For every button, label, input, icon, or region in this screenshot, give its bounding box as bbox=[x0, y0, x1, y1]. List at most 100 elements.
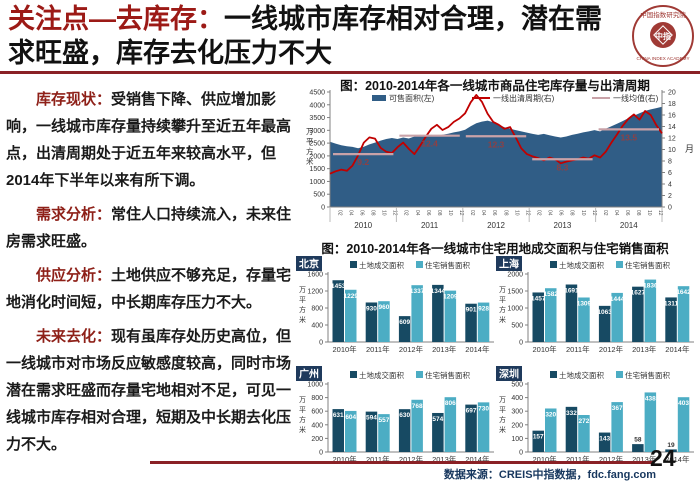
land-bar bbox=[532, 292, 544, 342]
right-axis-tick: 0 bbox=[668, 205, 672, 212]
category-label: 2011年 bbox=[366, 454, 390, 464]
legend-area-swatch bbox=[372, 95, 386, 101]
category-label: 2014年 bbox=[465, 344, 490, 354]
title-rest: 一线城市库存相对合理，潜在需求旺盛，库存去化压力不大 bbox=[8, 4, 602, 68]
category-label: 2010年 bbox=[333, 454, 358, 464]
month-tick: 02 bbox=[602, 210, 608, 216]
month-tick: 08 bbox=[502, 210, 508, 216]
y-axis-tick: 200 bbox=[311, 436, 323, 443]
city-chart-beijing: 北京 土地成交面积 住宅销售面积 0 400 800 1200 1600 万平方米 1453 122… bbox=[296, 250, 500, 365]
y-axis-tick: 1600 bbox=[307, 272, 323, 279]
left-axis-tick: 1500 bbox=[309, 166, 325, 173]
month-tick: 02 bbox=[336, 210, 342, 216]
legend-sales-swatch bbox=[616, 261, 623, 268]
sales-bar bbox=[444, 397, 457, 452]
land-bar bbox=[365, 411, 378, 452]
legend-land-label: 土地成交面积 bbox=[559, 260, 604, 270]
month-tick: 12 bbox=[524, 210, 530, 216]
category-label: 2014年 bbox=[665, 454, 690, 464]
month-tick: 08 bbox=[436, 210, 442, 216]
bar-value-label: 1209 bbox=[443, 294, 458, 301]
month-tick: 04 bbox=[613, 210, 619, 216]
clearing-period-series bbox=[329, 94, 663, 175]
city-badge-label: 深圳 bbox=[499, 368, 519, 381]
y-axis-tick: 400 bbox=[511, 395, 523, 402]
month-tick: 08 bbox=[370, 210, 376, 216]
category-label: 2012年 bbox=[399, 344, 424, 354]
china-index-academy-logo: 中国指数研究院 中指 CHINA INDEX ACADEMY bbox=[632, 5, 694, 67]
avg-segment-label: 8.3 bbox=[556, 162, 568, 172]
right-axis-tick: 8 bbox=[668, 159, 672, 166]
bar-value-label: 901 bbox=[466, 307, 477, 314]
category-label: 2014年 bbox=[465, 454, 490, 464]
legend-sales-label: 住宅销售面积 bbox=[425, 370, 470, 380]
month-tick: 12 bbox=[657, 210, 663, 216]
footer-divider bbox=[150, 461, 653, 464]
paragraph-heading: 库存现状： bbox=[36, 91, 112, 108]
y-axis-tick: 1000 bbox=[307, 382, 323, 389]
bar-value-label: 438 bbox=[645, 395, 656, 402]
y-axis-tick: 500 bbox=[511, 323, 523, 330]
bar-value-label: 367 bbox=[612, 405, 623, 412]
land-bar bbox=[398, 409, 411, 452]
avg-segment-label: 12.3 bbox=[488, 139, 505, 149]
inventory-clearing-chart: 可售面积(左) 一线出清周期(右) 一线均值(右)05001000150020002… bbox=[306, 90, 694, 231]
page-title: 关注点—去库存：一线城市库存相对合理，潜在需求旺盛，库存去化压力不大 bbox=[8, 2, 620, 70]
y-axis-unit: 平 bbox=[299, 296, 306, 304]
land-bar bbox=[398, 316, 411, 342]
paragraph-body: 现有虽库存处历史高位，但一线城市对市场反应敏感度较高，同时市场潜在需求旺盛而存量… bbox=[6, 328, 292, 453]
right-axis-tick: 14 bbox=[668, 124, 676, 131]
left-axis-tick: 1000 bbox=[309, 179, 325, 186]
y-axis-unit: 米 bbox=[499, 315, 506, 324]
month-tick: 12 bbox=[591, 210, 597, 216]
sellable-area-series bbox=[330, 106, 662, 207]
bar-value-label: 1691 bbox=[564, 288, 579, 295]
sales-bar bbox=[477, 402, 490, 452]
month-tick: 06 bbox=[358, 210, 364, 216]
month-tick: 06 bbox=[425, 210, 431, 216]
city-badge bbox=[496, 366, 522, 381]
bar-value-label: 19 bbox=[667, 442, 675, 449]
sales-bar bbox=[545, 288, 557, 342]
legend-sales-label: 住宅销售面积 bbox=[425, 260, 470, 270]
legend-sales-swatch bbox=[416, 371, 423, 378]
month-tick: 10 bbox=[447, 210, 453, 216]
right-axis-tick: 2 bbox=[668, 193, 672, 200]
year-tick: 2012 bbox=[487, 221, 505, 230]
left-axis-tick: 2500 bbox=[309, 141, 325, 148]
title-highlight: 关注点—去库存： bbox=[8, 4, 224, 34]
left-axis-unit: 方 bbox=[306, 146, 314, 156]
y-axis-unit: 平 bbox=[499, 406, 506, 414]
bar-value-label: 1457 bbox=[531, 295, 546, 302]
category-label: 2011年 bbox=[566, 454, 590, 464]
bar-value-label: 630 bbox=[399, 412, 410, 419]
land-bar bbox=[665, 297, 677, 342]
category-label: 2013年 bbox=[432, 344, 457, 354]
bar-value-label: 1453 bbox=[331, 283, 346, 290]
analysis-paragraph: 供应分析：土地供应不够充足，存量宅地消化时间短，中长期库存压力不大。 bbox=[6, 262, 298, 316]
paragraph-heading: 供应分析： bbox=[36, 267, 112, 284]
bar-value-label: 157 bbox=[533, 434, 544, 441]
page-number: 24 bbox=[650, 445, 676, 471]
legend-land-swatch bbox=[550, 371, 557, 378]
sales-bar bbox=[411, 399, 423, 452]
left-axis-tick: 0 bbox=[321, 205, 325, 212]
right-axis-tick: 10 bbox=[668, 147, 676, 154]
bar-value-label: 557 bbox=[379, 417, 390, 424]
bar-value-label: 403 bbox=[678, 400, 689, 407]
logo-org-en: CHINA INDEX ACADEMY bbox=[636, 56, 689, 61]
land-bar bbox=[598, 432, 611, 452]
month-tick: 10 bbox=[513, 210, 519, 216]
category-label: 2012年 bbox=[399, 454, 424, 464]
inventory-chart-title: 图：2010-2014年各一线城市商品住宅库存量与出清周期 bbox=[340, 79, 650, 93]
land-bar bbox=[432, 284, 444, 342]
bar-value-label: 930 bbox=[366, 305, 377, 312]
month-tick: 10 bbox=[381, 210, 387, 216]
y-axis-tick: 0 bbox=[519, 450, 523, 457]
right-axis-tick: 6 bbox=[668, 170, 672, 177]
bar-value-label: 1444 bbox=[610, 296, 625, 303]
bar-value-label: 332 bbox=[566, 410, 577, 417]
legend-land-label: 土地成交面积 bbox=[359, 260, 404, 270]
category-label: 2013年 bbox=[432, 454, 457, 464]
analysis-text-column: 库存现状：受销售下降、供应增加影响，一线城市库存量持续攀升至近五年最高点，出清周… bbox=[6, 86, 298, 465]
